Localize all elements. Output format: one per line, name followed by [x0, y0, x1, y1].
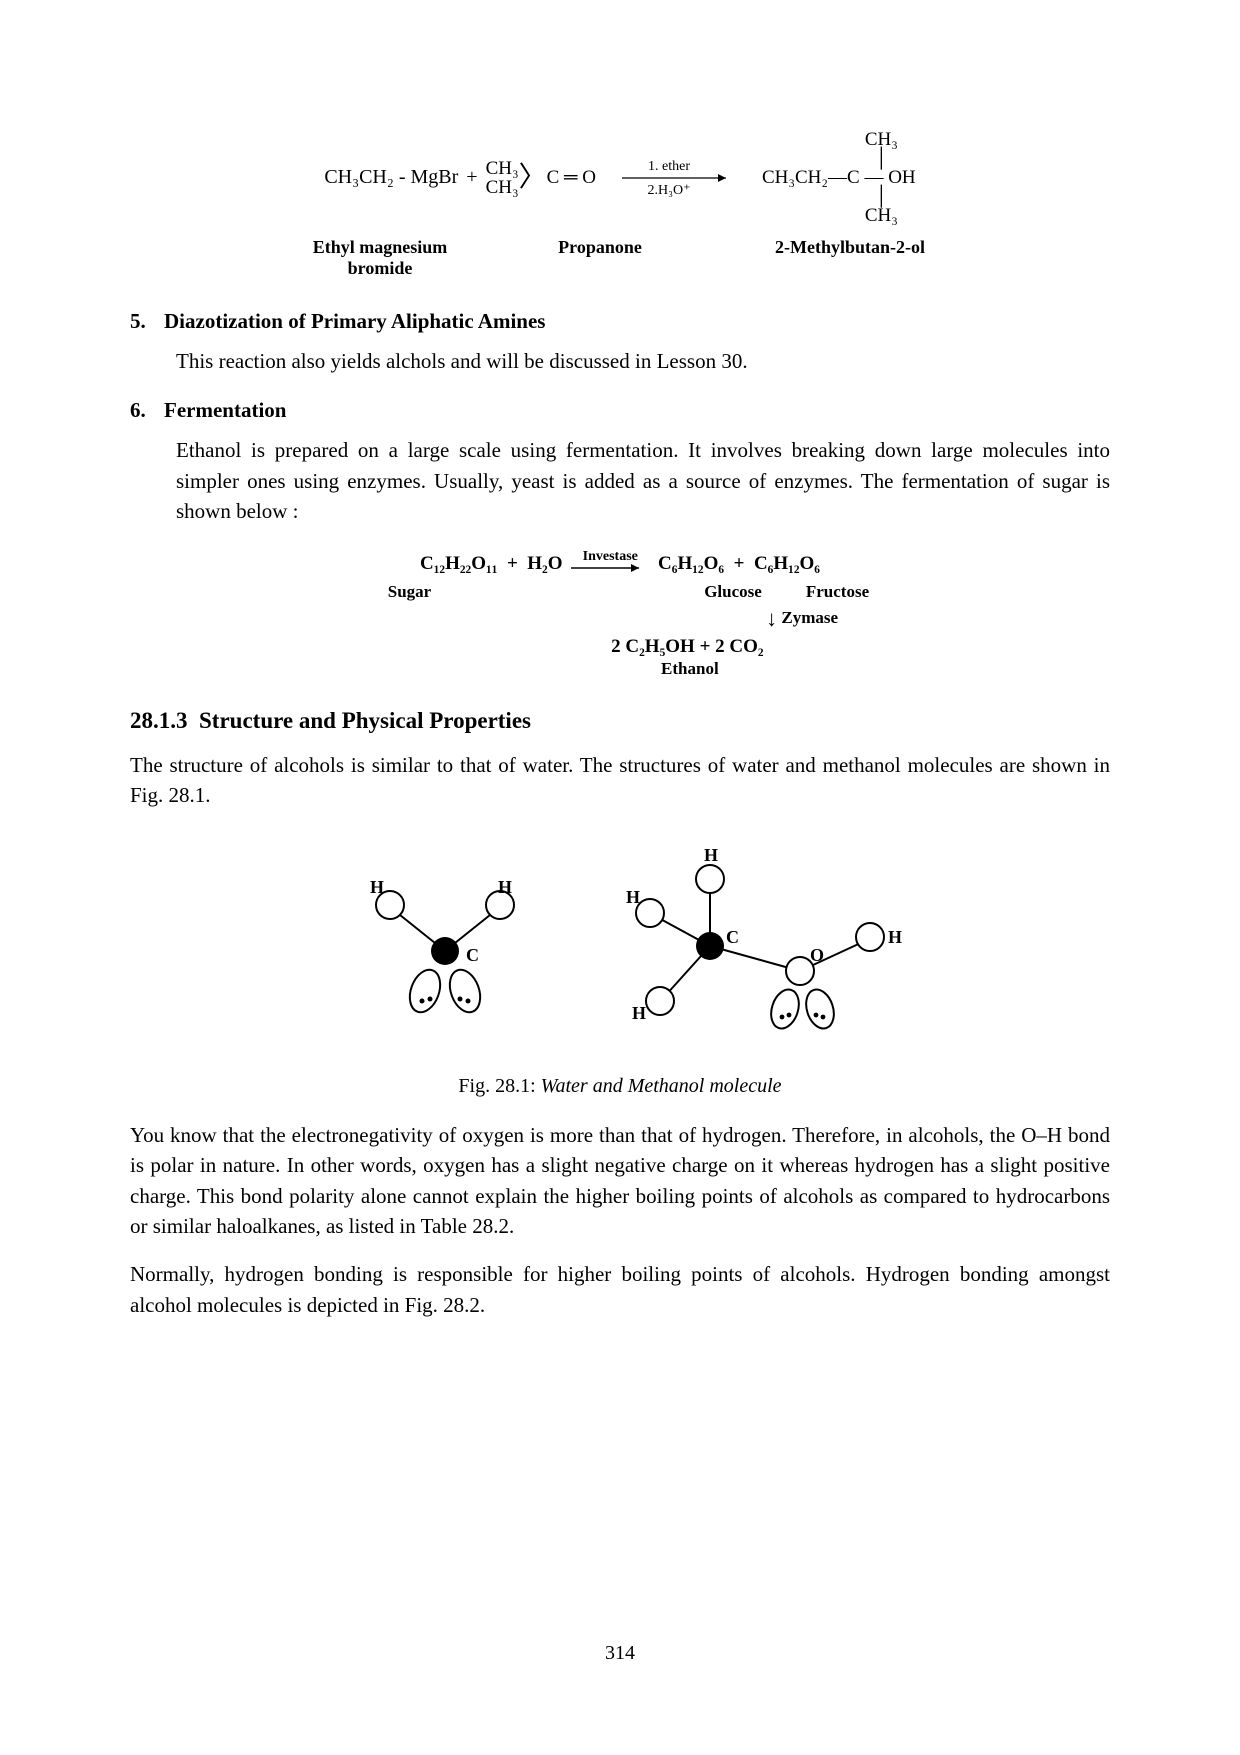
methanol-h-ul-label: H: [626, 887, 640, 907]
glucose-label: Glucose: [694, 582, 772, 602]
cond-top-text: 1. ether: [648, 159, 690, 174]
product-ch3-bot: CH₃: [847, 206, 916, 225]
product-prefix: CH₃CH₂: [762, 167, 828, 188]
ethyl-mg-br-label: Ethyl magnesium bromide: [290, 237, 470, 279]
methanol-o-label: O: [810, 945, 824, 965]
propanone-structure: CH₃ CH₃ 〉C ═ O: [486, 159, 596, 197]
section-6-body: Ethanol is prepared on a large scale usi…: [176, 435, 1110, 526]
propanone-label: Propanone: [530, 237, 670, 279]
figure-caption: Fig. 28.1: Water and Methanol molecule: [130, 1075, 1110, 1098]
page-number: 314: [0, 1642, 1240, 1665]
methanol-c-label: C: [726, 927, 739, 947]
section-6: 6. Fermentation Ethanol is prepared on a…: [130, 398, 1110, 526]
paragraph-1: The structure of alcohols is similar to …: [130, 750, 1110, 811]
section-6-number: 6.: [130, 398, 164, 423]
section-5-title: Diazotization of Primary Aliphatic Amine…: [164, 309, 545, 334]
reaction-arrow-icon: 1. ether 2.H₃O⁺: [614, 156, 744, 200]
paragraph-3: Normally, hydrogen bonding is responsibl…: [130, 1259, 1110, 1320]
section-5: 5. Diazotization of Primary Aliphatic Am…: [130, 309, 1110, 376]
sugar-formula: C₁₂H₂₂O₁₁: [420, 553, 497, 574]
propanone-ch3-top: CH₃: [486, 158, 519, 179]
figure-caption-text: Water and Methanol molecule: [541, 1075, 782, 1097]
water-h2-label: H: [498, 877, 512, 897]
section-5-body: This reaction also yields alchols and wi…: [176, 346, 1110, 376]
fructose-formula: C₆H₁₂O₆: [754, 553, 820, 574]
section-5-heading: 5. Diazotization of Primary Aliphatic Am…: [130, 309, 1110, 334]
down-arrow-icon: ↓: [766, 608, 777, 630]
grignard-reaction-diagram: CH₃CH₂ - MgBr + CH₃ CH₃ 〉C ═ O 1. ether …: [270, 130, 970, 279]
water-molecule: C H H: [370, 877, 514, 1016]
zymase-line: ↓ Zymase: [130, 608, 1110, 630]
product-label: 2-Methylbutan-2-ol: [750, 237, 950, 279]
methanol-molecule: C H H H O H: [626, 845, 902, 1032]
water-h1-label: H: [370, 877, 384, 897]
product-c-oh: C — OH: [847, 168, 916, 187]
section-5-number: 5.: [130, 309, 164, 334]
ethanol-equation: 2 C₂H₅OH + 2 CO₂: [611, 636, 763, 657]
subsection-title-text: Structure and Physical Properties: [199, 708, 531, 733]
reaction-conditions: 1. ether 2.H₃O⁺: [614, 156, 744, 200]
methanol-h-o-label: H: [888, 927, 902, 947]
fermentation-line-1: C₁₂H₂₂O₁₁ + H₂O Investase C₆H₁₂O₆ + C₆H₁…: [130, 549, 1110, 580]
molecule-diagram: C H H C H H H O H: [310, 841, 930, 1061]
product-ch3-top: CH₃: [847, 130, 916, 149]
product-structure: CH₃ │ CH₃CH₂— C — OH │ CH₃: [762, 130, 916, 225]
paragraph-2: You know that the electronegativity of o…: [130, 1120, 1110, 1242]
grignard-labels-row: Ethyl magnesium bromide Propanone 2-Meth…: [270, 237, 970, 279]
h2o-formula: H₂O: [527, 553, 562, 574]
glucose-formula: C₆H₁₂O₆: [658, 553, 724, 574]
section-6-heading: 6. Fermentation: [130, 398, 1110, 423]
fermentation-diagram: C₁₂H₂₂O₁₁ + H₂O Investase C₆H₁₂O₆ + C₆H₁…: [130, 549, 1110, 680]
fructose-label: Fructose: [799, 582, 877, 602]
methanol-h-ll-label: H: [632, 1003, 646, 1023]
section-6-title: Fermentation: [164, 398, 286, 423]
water-c-label: C: [466, 945, 479, 965]
ethanol-label: Ethanol: [661, 659, 719, 678]
plus-sign: +: [466, 166, 477, 189]
methanol-h-top-label: H: [704, 845, 718, 865]
propanone-ch3-bot: CH₃: [486, 177, 519, 198]
sugar-label: Sugar: [364, 582, 456, 602]
reactant-ethyl-mg-br: CH₃CH₂ - MgBr: [324, 166, 458, 189]
subsection-number: 28.1.3: [130, 708, 188, 733]
fermentation-labels-1: Sugar Glucose Fructose: [130, 582, 1110, 602]
enzyme-zymase: Zymase: [781, 608, 838, 627]
ethanol-label-line: Ethanol: [130, 658, 1110, 680]
subsection-title: 28.1.3 Structure and Physical Properties: [130, 708, 1110, 734]
figure-label: Fig. 28.1:: [458, 1075, 535, 1097]
cond-bot-text: 2.H₃O⁺: [647, 183, 690, 198]
fermentation-arrow-icon: [571, 563, 649, 575]
grignard-equation-row: CH₃CH₂ - MgBr + CH₃ CH₃ 〉C ═ O 1. ether …: [270, 130, 970, 225]
investase-arrow: Investase: [571, 549, 649, 580]
ethanol-line: 2 C₂H₅OH + 2 CO₂: [130, 636, 1110, 658]
propanone-co: C ═ O: [547, 168, 596, 187]
